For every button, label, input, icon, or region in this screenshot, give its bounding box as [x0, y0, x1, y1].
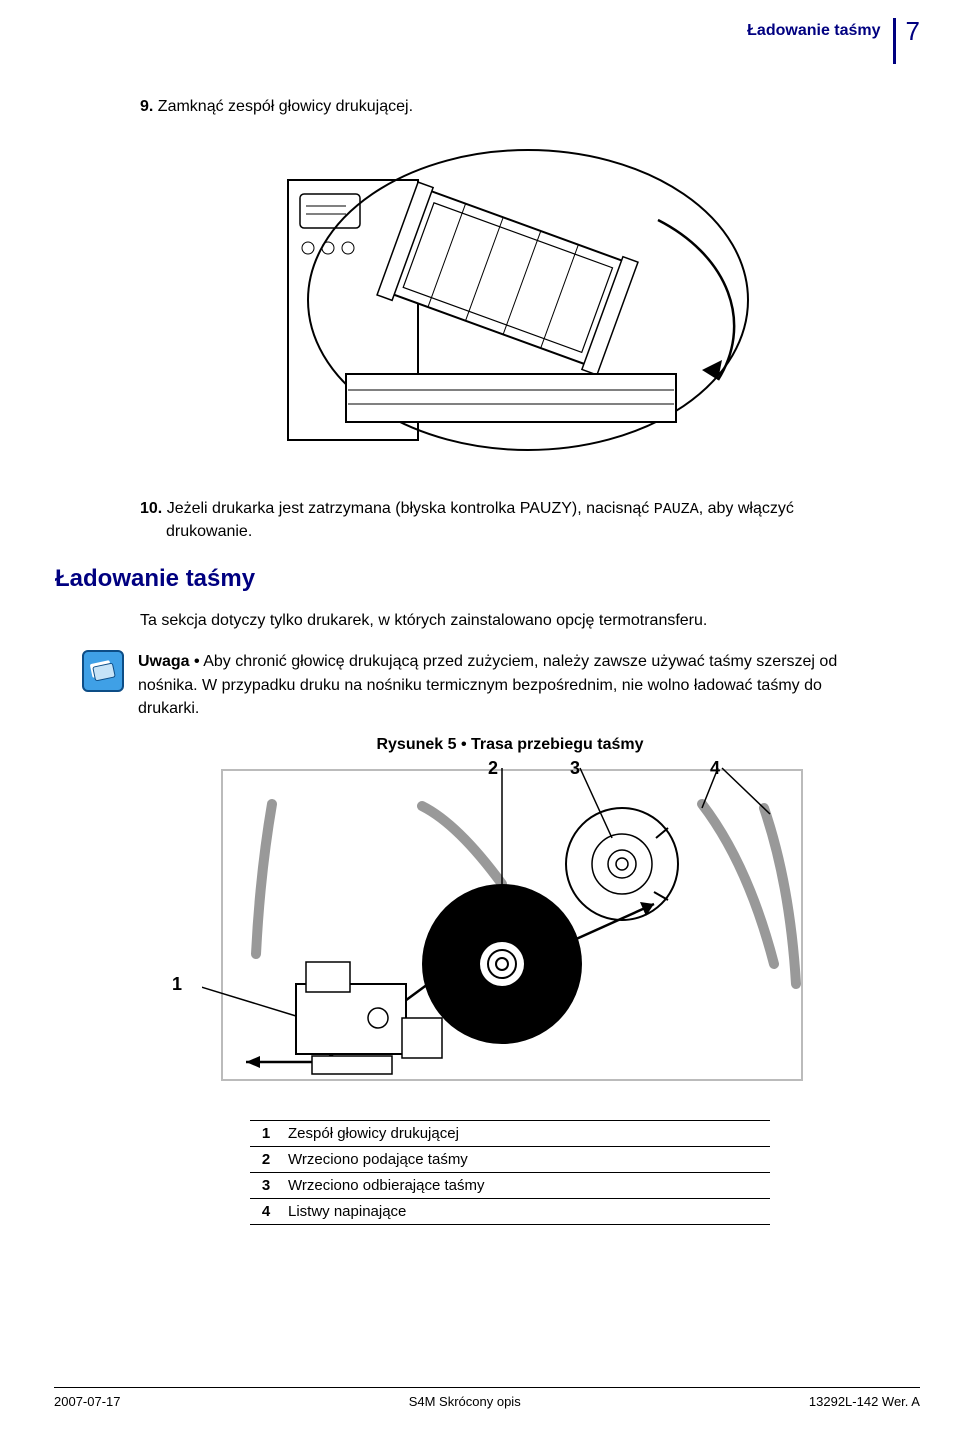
legend-row: 1 Zespół głowicy drukującej — [250, 1120, 770, 1146]
legend-num: 4 — [250, 1198, 282, 1224]
figure-printhead-close — [228, 130, 768, 470]
figure-5-ribbon-path: 1 2 3 4 — [202, 764, 822, 1094]
step-9-number: 9. — [140, 98, 153, 115]
legend-num: 3 — [250, 1172, 282, 1198]
legend-label: Listwy napinające — [282, 1198, 770, 1224]
legend-num: 1 — [250, 1120, 282, 1146]
step-10-text-prefix: Jeżeli drukarka jest zatrzymana (błyska … — [167, 500, 654, 517]
legend-row: 2 Wrzeciono podające taśmy — [250, 1146, 770, 1172]
figure-5-title: Rysunek 5 • Trasa przebiegu taśmy — [140, 736, 880, 754]
step-9-text: Zamknąć zespół głowicy drukującej. — [158, 98, 413, 115]
page-footer: 2007-07-17 S4M Skrócony opis 13292L-142 … — [54, 1387, 920, 1409]
note-label: Uwaga • — [138, 653, 200, 670]
legend-label: Wrzeciono odbierające taśmy — [282, 1172, 770, 1198]
note-block: Uwaga • Aby chronić głowicę drukującą pr… — [82, 650, 880, 720]
legend-num: 2 — [250, 1146, 282, 1172]
step-10: 10. Jeżeli drukarka jest zatrzymana (bły… — [140, 498, 880, 543]
page-header: Ładowanie taśmy 7 — [747, 18, 920, 68]
step-10-button-label: PAUZA — [654, 501, 699, 518]
header-page-number: 7 — [896, 18, 920, 44]
section-body: Ta sekcja dotyczy tylko drukarek, w któr… — [140, 609, 880, 632]
callout-2: 2 — [488, 758, 498, 779]
figure-5-legend: 1 Zespół głowicy drukującej 2 Wrzeciono … — [250, 1120, 770, 1225]
header-section-title: Ładowanie taśmy — [747, 18, 892, 40]
legend-label: Wrzeciono podające taśmy — [282, 1146, 770, 1172]
note-text: Uwaga • Aby chronić głowicę drukującą pr… — [138, 650, 880, 720]
note-icon — [82, 650, 124, 692]
footer-date: 2007-07-17 — [54, 1394, 121, 1409]
legend-row: 3 Wrzeciono odbierające taśmy — [250, 1172, 770, 1198]
step-9: 9. Zamknąć zespół głowicy drukującej. — [140, 96, 880, 118]
legend-row: 4 Listwy napinające — [250, 1198, 770, 1224]
callout-1: 1 — [172, 974, 182, 995]
callout-3: 3 — [570, 758, 580, 779]
legend-label: Zespół głowicy drukującej — [282, 1120, 770, 1146]
note-body: Aby chronić głowicę drukującą przed zuży… — [138, 653, 837, 716]
footer-doc-title: S4M Skrócony opis — [409, 1394, 521, 1409]
callout-4: 4 — [710, 758, 720, 779]
section-heading-loading-ribbon: Ładowanie taśmy — [55, 565, 880, 593]
step-10-number: 10. — [140, 500, 162, 517]
footer-doc-id: 13292L-142 Wer. A — [809, 1394, 920, 1409]
